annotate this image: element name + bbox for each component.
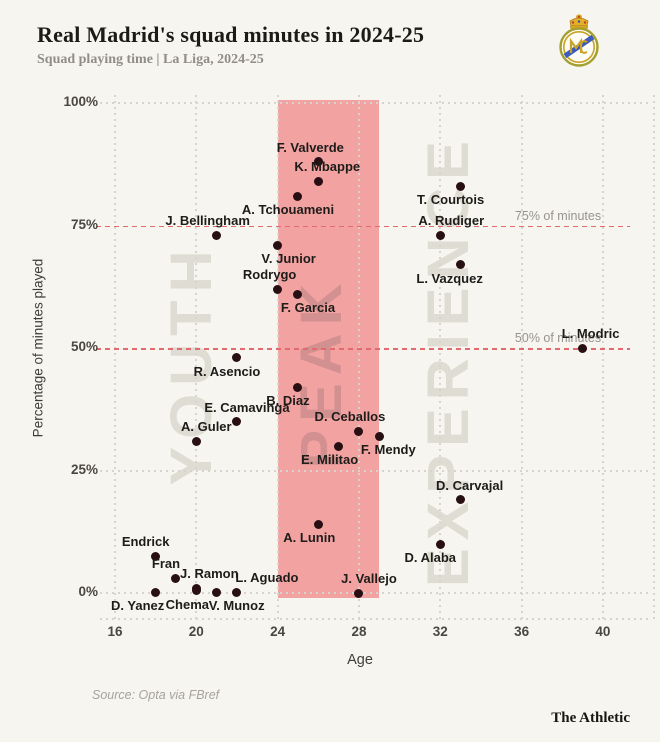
page-subtitle: Squad playing time | La Liga, 2024-25 — [37, 52, 264, 67]
player-label: L. Aguado — [235, 570, 299, 586]
player-dot — [191, 436, 201, 446]
player-label: L. Modric — [561, 326, 620, 341]
player-label: A. Guler — [181, 419, 232, 435]
gridline-vertical — [357, 95, 360, 619]
y-axis-title: Percentage of minutes played — [30, 258, 46, 438]
page-title: Real Madrid's squad minutes in 2024-25 — [37, 22, 425, 47]
x-tick-label: 20 — [188, 624, 204, 639]
the-athletic-wordmark: The Athletic — [551, 710, 630, 726]
player-label: Fran — [151, 556, 181, 572]
player-dot — [435, 230, 445, 240]
player-dot — [232, 417, 242, 426]
player-label: D. Ceballos — [314, 409, 386, 425]
player-dot — [232, 353, 242, 363]
player-label: Chema — [165, 596, 209, 612]
player-dot — [151, 587, 161, 597]
gridline-horizontal — [100, 469, 648, 472]
player-dot — [313, 519, 323, 529]
player-dot — [456, 260, 466, 270]
player-dot — [273, 284, 283, 294]
player-dot — [334, 441, 344, 451]
player-dot — [313, 176, 323, 186]
y-tick-label: 75% — [70, 216, 98, 232]
gridline-vertical — [601, 95, 604, 619]
x-tick-label: 28 — [351, 624, 367, 639]
player-label: J. Bellingham — [165, 213, 250, 229]
player-label: D. Carvajal — [436, 477, 504, 493]
player-dot — [232, 587, 242, 597]
player-label: V. Munoz — [208, 598, 265, 614]
x-tick-label: 24 — [270, 624, 286, 639]
gridline-vertical — [520, 95, 523, 619]
player-label: E. Militao — [301, 452, 359, 467]
gridline-horizontal — [100, 618, 648, 620]
gridline-vertical — [276, 95, 279, 619]
player-label: A. Rudiger — [418, 213, 485, 229]
player-label: A. Lunin — [283, 530, 336, 546]
player-dot — [435, 539, 445, 549]
y-tick-label: 100% — [63, 94, 98, 109]
player-label: J. Vallejo — [341, 571, 397, 586]
player-label: Endrick — [121, 534, 170, 550]
player-dot — [212, 587, 222, 597]
x-axis-title: Age — [347, 652, 373, 668]
gridline-vertical — [195, 95, 198, 619]
player-dot — [191, 586, 201, 596]
player-label: D. Alaba — [404, 550, 457, 565]
player-dot — [151, 551, 161, 561]
player-dot — [456, 181, 466, 191]
player-dot — [293, 191, 303, 201]
reference-line-label: 75% of minutes — [514, 208, 602, 223]
player-dot — [293, 289, 303, 299]
player-label: Rodrygo — [242, 267, 297, 283]
player-label: E. Camavinga — [204, 399, 290, 415]
player-dot — [171, 573, 181, 583]
player-dot — [578, 343, 588, 353]
player-dot — [354, 588, 364, 598]
player-dot — [313, 157, 323, 167]
player-dot — [374, 431, 384, 441]
source-credit: Source: Opta via FBref — [92, 688, 220, 702]
x-tick-label: 32 — [432, 624, 448, 639]
player-label: B. Diaz — [266, 393, 310, 409]
player-label: V. Junior — [261, 251, 316, 267]
reference-line-label: 50% of minutes — [514, 331, 602, 345]
x-tick-label: 36 — [514, 624, 530, 639]
gridline-vertical — [653, 95, 655, 619]
gridline-horizontal — [100, 102, 648, 104]
player-label: T. Courtois — [417, 192, 485, 208]
player-label: F. Garcia — [280, 300, 336, 316]
reference-line-50 — [96, 348, 630, 350]
x-tick-label: 40 — [595, 624, 611, 639]
player-label: L. Vazquez — [416, 270, 483, 286]
gridline-vertical — [114, 95, 116, 619]
y-tick-label: 25% — [70, 461, 98, 477]
y-tick-label: 50% — [70, 339, 98, 354]
player-label: D. Yanez — [111, 598, 165, 614]
player-dot — [212, 230, 222, 240]
gridline-vertical — [439, 95, 442, 619]
player-dot — [293, 382, 303, 392]
player-label: F. Valverde — [276, 139, 344, 155]
player-dot — [354, 426, 364, 436]
reference-line-75 — [96, 225, 630, 227]
gridline-horizontal — [100, 592, 648, 594]
player-dot — [273, 240, 283, 250]
y-tick-label: 0% — [78, 584, 98, 599]
player-label: K. Mbappe — [294, 159, 361, 175]
x-tick-label: 16 — [107, 624, 123, 639]
real-madrid-crest-icon — [559, 14, 599, 67]
player-label: R. Asencio — [193, 363, 261, 379]
player-dot — [456, 495, 466, 505]
player-label: F. Mendy — [360, 442, 416, 458]
player-label: A. Tchouameni — [241, 202, 335, 218]
player-label: J. Ramon — [180, 566, 239, 582]
